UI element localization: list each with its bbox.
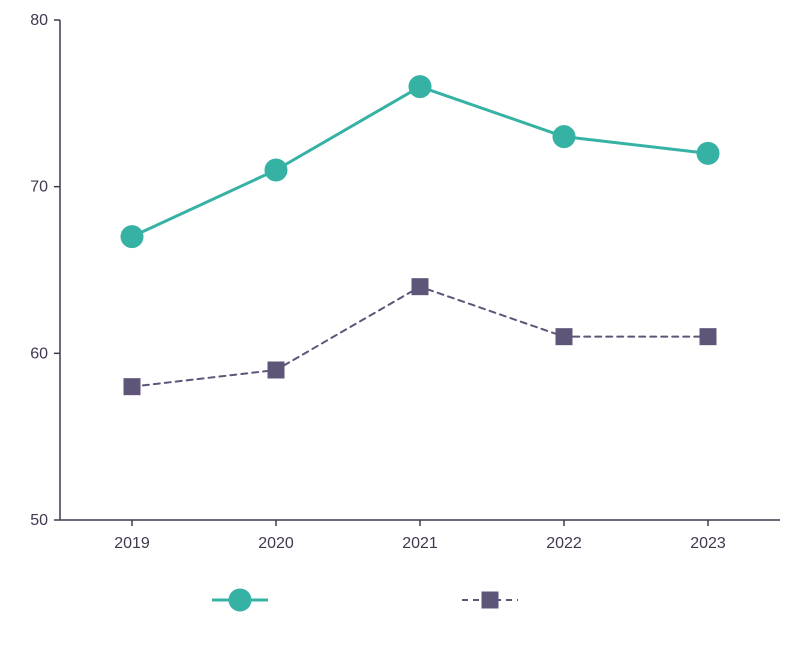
marker-square <box>268 362 284 378</box>
x-tick-label: 2020 <box>258 535 294 552</box>
legend-marker-circle <box>229 589 251 611</box>
legend-marker-square <box>482 592 498 608</box>
y-tick-label: 80 <box>30 12 48 29</box>
marker-circle <box>697 142 719 164</box>
marker-square <box>124 379 140 395</box>
x-tick-label: 2019 <box>114 535 150 552</box>
marker-circle <box>553 126 575 148</box>
x-tick-label: 2022 <box>546 535 582 552</box>
marker-circle <box>121 226 143 248</box>
x-tick-label: 2023 <box>690 535 726 552</box>
marker-square <box>412 279 428 295</box>
marker-circle <box>409 76 431 98</box>
marker-square <box>556 329 572 345</box>
y-tick-label: 70 <box>30 179 48 196</box>
chart-svg: 50 60 70 80 2019 2020 2021 2022 2023 <box>0 0 800 653</box>
y-tick-label: 60 <box>30 345 48 362</box>
marker-square <box>700 329 716 345</box>
y-tick-label: 50 <box>30 512 48 529</box>
line-chart: 50 60 70 80 2019 2020 2021 2022 2023 <box>0 0 800 653</box>
series-line-series-b <box>132 287 708 387</box>
marker-circle <box>265 159 287 181</box>
x-tick-label: 2021 <box>402 535 438 552</box>
series-line-series-a <box>132 87 708 237</box>
